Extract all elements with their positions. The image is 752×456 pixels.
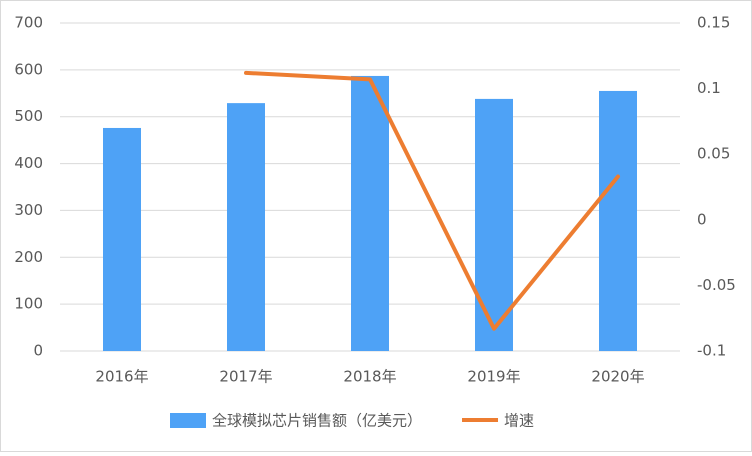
y-tick-label: 500 — [14, 107, 43, 125]
bar — [475, 98, 513, 351]
bar — [103, 127, 141, 352]
y-tick-label: 300 — [14, 201, 43, 219]
bar — [351, 75, 389, 351]
legend-label: 全球模拟芯片销售额（亿美元） — [212, 412, 422, 430]
y2-tick-label: 0.05 — [697, 145, 730, 163]
y2-tick-label: 0.15 — [697, 14, 730, 32]
x-tick-label: 2020年 — [591, 368, 644, 386]
y-tick-label: 100 — [14, 295, 43, 313]
y2-tick-label: -0.05 — [697, 276, 736, 294]
x-tick-label: 2017年 — [219, 368, 272, 386]
x-tick-label: 2019年 — [467, 368, 520, 386]
x-tick-label: 2018年 — [343, 368, 396, 386]
y2-tick-label: -0.1 — [697, 342, 726, 360]
y-tick-label: 0 — [33, 342, 43, 360]
y-tick-label: 700 — [14, 14, 43, 32]
legend-label: 增速 — [504, 412, 534, 430]
legend-swatch — [170, 413, 206, 428]
y-tick-label: 400 — [14, 154, 43, 172]
bar — [227, 103, 265, 351]
y2-tick-label: 0 — [697, 210, 707, 228]
y2-tick-label: 0.1 — [697, 79, 721, 97]
x-tick-label: 2016年 — [95, 368, 148, 386]
y-tick-label: 200 — [14, 248, 43, 266]
bar — [599, 90, 637, 351]
line — [244, 70, 620, 331]
y-tick-label: 600 — [14, 60, 43, 78]
